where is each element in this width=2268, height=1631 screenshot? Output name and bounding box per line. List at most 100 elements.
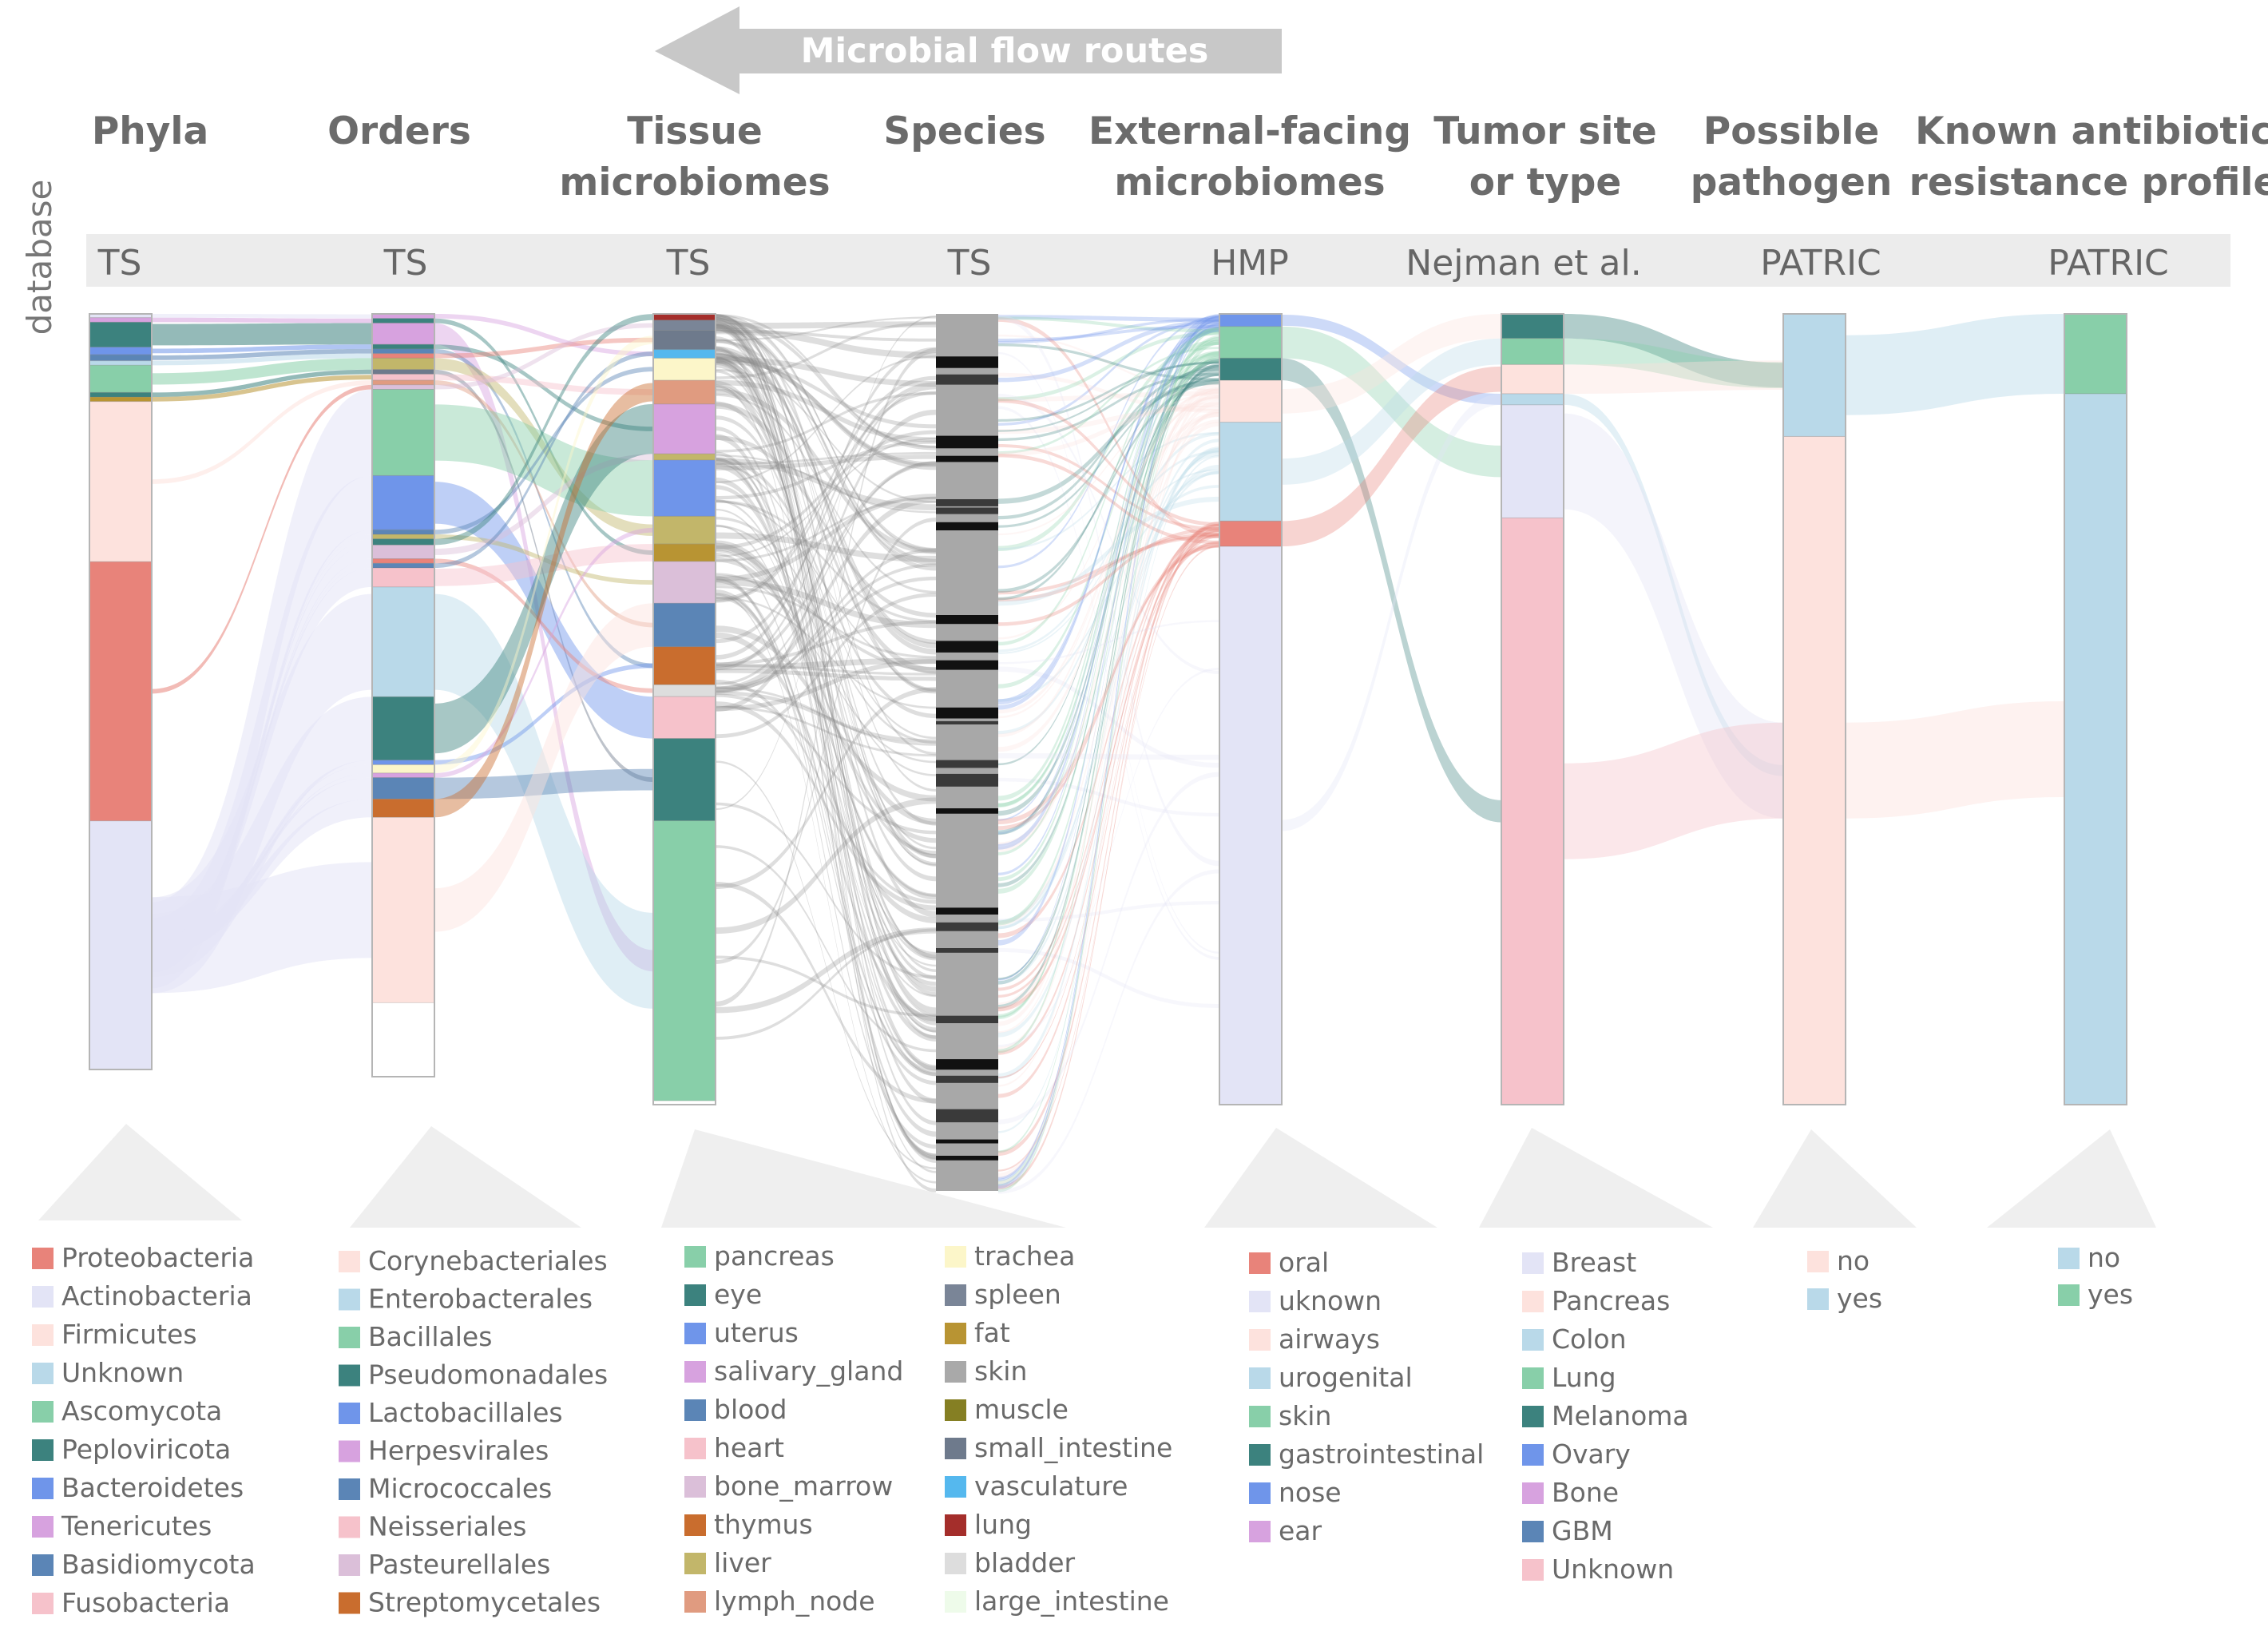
legend-swatch: [1522, 1559, 1544, 1581]
flow-direction-label: Microbial flow routes: [801, 31, 1209, 71]
species-stripe: [936, 455, 998, 462]
legend-swatch: [684, 1476, 706, 1498]
legend-group: no yes: [2058, 1242, 2133, 1310]
node-segment: [1219, 357, 1283, 381]
legend-swatch: [32, 1324, 54, 1346]
flow-ribbon: [434, 348, 653, 669]
flow-ribbon: [1282, 338, 1501, 485]
node-segment: [371, 696, 435, 761]
flow-ribbon: [998, 530, 1219, 1012]
legend-swatch: [339, 1364, 360, 1387]
species-stripe: [936, 907, 998, 915]
flow-ribbon: [998, 542, 1219, 825]
flow-ribbon: [998, 528, 1219, 1190]
legend-label: oral: [1279, 1247, 1329, 1278]
flow-ribbon: [716, 576, 936, 692]
legend-swatch: [339, 1440, 360, 1462]
legend-swatch: [1522, 1291, 1544, 1312]
node-segment: [652, 738, 716, 822]
legend-label: yes: [1837, 1283, 1882, 1314]
flow-ribbon: [998, 351, 1219, 689]
flow-ribbon: [998, 391, 1219, 640]
flow-ribbon: [998, 347, 1219, 454]
flow-ribbon: [716, 314, 936, 859]
flow-ribbon: [716, 548, 936, 694]
flow-ribbon: [716, 402, 936, 674]
flow-ribbon: [998, 315, 1219, 1189]
flow-ribbon: [716, 355, 936, 483]
legend-label: Bacillales: [368, 1321, 492, 1352]
legend-label: small_intestine: [974, 1432, 1172, 1463]
node-segment: [371, 379, 435, 386]
legend-swatch: [684, 1438, 706, 1459]
species-stripe: [936, 641, 998, 653]
flow-ribbon: [716, 563, 936, 690]
flow-ribbon: [998, 667, 1219, 1047]
database-label: HMP: [1211, 243, 1289, 284]
legend-swatch: [1522, 1252, 1544, 1274]
flow-ribbon: [716, 321, 936, 1033]
flow-ribbon: [152, 862, 372, 994]
flow-ribbon: [1564, 338, 1783, 389]
legend-label: Lung: [1552, 1362, 1616, 1393]
node-segment: [89, 347, 153, 355]
flow-ribbon: [998, 372, 1219, 442]
flow-ribbon: [716, 461, 936, 668]
flow-ribbon: [998, 319, 1219, 383]
legend-swatch: [339, 1478, 360, 1500]
node-segment: [89, 820, 153, 1070]
legend-fan: [38, 1124, 242, 1220]
flow-ribbon: [998, 409, 1219, 1185]
flow-ribbon: [998, 378, 1219, 528]
legend-swatch: [945, 1284, 966, 1306]
node-segment: [371, 475, 435, 530]
flow-ribbon: [152, 317, 372, 323]
species-stripe: [936, 707, 998, 719]
flow-ribbon: [716, 316, 936, 342]
flow-ribbon: [716, 409, 936, 712]
flow-ribbon: [716, 327, 936, 359]
column-title: microbiomes: [559, 161, 830, 204]
legend-label: urogenital: [1279, 1362, 1413, 1393]
flow-ribbon: [716, 928, 936, 1040]
flow-ribbon: [152, 344, 372, 354]
flow-ribbon: [998, 869, 1219, 1194]
legend-label: Bone: [1552, 1477, 1619, 1508]
flow-ribbon: [716, 518, 936, 964]
legend-label: eye: [714, 1279, 762, 1310]
flow-ribbon: [998, 521, 1219, 1157]
flow-ribbon: [152, 384, 372, 694]
node-segment: [1501, 313, 1564, 339]
flow-ribbon: [716, 508, 936, 967]
flow-ribbon: [998, 327, 1219, 801]
flow-ribbon: [998, 431, 1219, 550]
flow-ribbon: [998, 367, 1219, 887]
flow-ribbon: [434, 663, 653, 765]
database-label: TS: [947, 243, 992, 284]
flow-ribbon: [716, 882, 936, 1104]
flow-ribbon: [1564, 722, 1783, 859]
flow-ribbon: [716, 485, 936, 986]
flow-ribbon: [716, 573, 936, 764]
flow-ribbon: [716, 686, 936, 746]
flow-ribbon: [716, 477, 936, 1023]
species-stripe: [936, 1109, 998, 1123]
node-segment: [652, 561, 716, 604]
flow-ribbon: [434, 335, 653, 773]
legend-swatch: [339, 1592, 360, 1614]
flow-ribbon: [716, 802, 936, 979]
flow-ribbon: [1846, 314, 2064, 415]
legend-label: Unknown: [61, 1357, 184, 1388]
flow-ribbon: [1564, 360, 1783, 394]
node-outline: [652, 313, 716, 1105]
node-segment: [89, 561, 153, 822]
flow-ribbon: [716, 435, 936, 618]
legend-swatch: [32, 1401, 54, 1423]
flow-ribbon: [998, 339, 1219, 1186]
flow-ribbon: [998, 317, 1219, 538]
flow-ribbon: [998, 326, 1219, 855]
flow-ribbon: [716, 845, 936, 1053]
flow-ribbon: [716, 687, 936, 890]
species-stripe: [936, 760, 998, 768]
